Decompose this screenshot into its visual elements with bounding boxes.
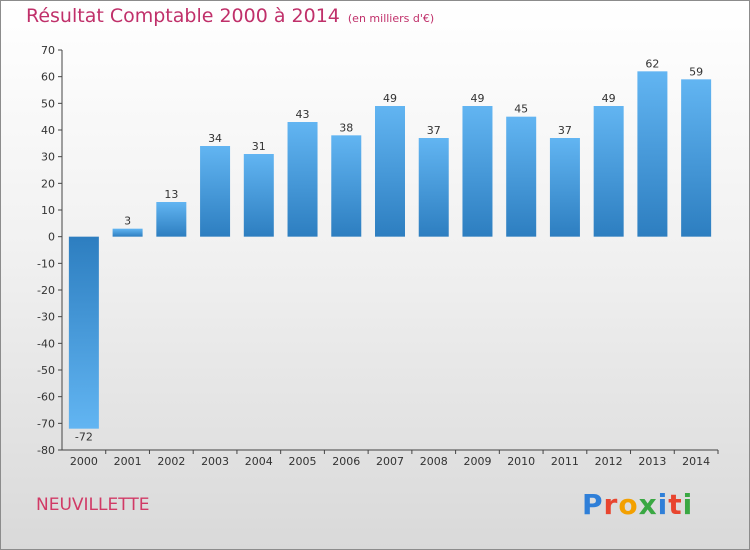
bar-2009 — [462, 106, 493, 237]
y-tick-label: 60 — [41, 71, 55, 84]
data-label: 37 — [558, 124, 572, 137]
x-tick-label: 2010 — [507, 455, 535, 468]
data-label: 31 — [252, 140, 266, 153]
x-tick-label: 2001 — [114, 455, 142, 468]
chart-title: Résultat Comptable 2000 à 2014 (en millie… — [26, 5, 434, 27]
commune-name: NEUVILLETTE — [36, 495, 150, 515]
x-tick-label: 2006 — [332, 455, 360, 468]
y-tick-label: -50 — [37, 364, 55, 377]
logo-letter: o — [618, 488, 639, 521]
y-tick-label: 30 — [41, 151, 55, 164]
data-label: 45 — [514, 103, 528, 116]
y-tick-label: -30 — [37, 311, 55, 324]
data-label: 49 — [383, 92, 397, 105]
y-tick-label: 40 — [41, 124, 55, 137]
y-tick-label: 20 — [41, 177, 55, 190]
bar-2014 — [681, 79, 712, 237]
x-tick-label: 2014 — [682, 455, 710, 468]
bar-2005 — [287, 122, 318, 237]
bar-2006 — [331, 135, 362, 237]
bar-2003 — [200, 146, 231, 237]
data-label: 43 — [296, 108, 310, 121]
bar-2000 — [68, 236, 99, 429]
chart-unit: (en milliers d'€) — [347, 12, 435, 25]
data-label: 59 — [689, 65, 703, 78]
chart-bars — [68, 71, 712, 429]
y-tick-label: 10 — [41, 204, 55, 217]
x-tick-label: 2009 — [463, 455, 491, 468]
x-tick-label: 2004 — [245, 455, 273, 468]
x-tick-label: 2008 — [420, 455, 448, 468]
logo-letter: r — [603, 488, 619, 521]
proxiti-logo[interactable]: Proxiti — [582, 488, 693, 521]
data-label: 49 — [470, 92, 484, 105]
x-tick-label: 2007 — [376, 455, 404, 468]
data-label: 62 — [645, 57, 659, 70]
data-label: 34 — [208, 132, 222, 145]
x-tick-label: 2000 — [70, 455, 98, 468]
y-tick-label: -80 — [37, 444, 55, 457]
y-tick-label: 50 — [41, 97, 55, 110]
data-label: 13 — [164, 188, 178, 201]
x-tick-label: 2002 — [157, 455, 185, 468]
logo-letter: i — [657, 488, 669, 521]
y-tick-label: -60 — [37, 391, 55, 404]
data-label: -72 — [75, 431, 93, 444]
bar-2007 — [375, 106, 405, 237]
y-tick-label: -70 — [37, 417, 55, 430]
y-tick-label: 0 — [48, 231, 55, 244]
chart-axes: 706050403020100-10-20-30-40-50-60-70-802… — [37, 44, 719, 468]
chart-title-text: Résultat Comptable 2000 à 2014 — [26, 5, 340, 27]
x-tick-label: 2013 — [638, 455, 666, 468]
y-tick-label: -40 — [37, 337, 55, 350]
data-label: 37 — [427, 124, 441, 137]
data-label: 38 — [339, 121, 353, 134]
logo-letter: P — [582, 488, 604, 521]
y-tick-label: -10 — [37, 257, 55, 270]
x-tick-label: 2003 — [201, 455, 229, 468]
x-tick-label: 2011 — [551, 455, 579, 468]
bar-2011 — [549, 138, 580, 237]
logo-letter: i — [682, 488, 694, 521]
bar-2010 — [506, 116, 537, 237]
logo-letter: x — [638, 488, 658, 521]
x-tick-label: 2012 — [595, 455, 623, 468]
logo-letter: t — [668, 488, 683, 521]
bar-2001 — [112, 228, 143, 237]
x-tick-label: 2005 — [289, 455, 317, 468]
y-tick-label: -20 — [37, 284, 55, 297]
bar-2004 — [243, 154, 274, 237]
data-label: 3 — [124, 215, 131, 228]
bar-2012 — [593, 106, 624, 237]
y-tick-label: 70 — [41, 44, 55, 57]
bar-2013 — [637, 71, 668, 237]
chart-data-labels: -72 3 13 34 31 43 38 49 37 49 45 37 49 62 59 — [75, 57, 703, 443]
bar-2002 — [156, 202, 187, 237]
data-label: 49 — [602, 92, 616, 105]
bar-2008 — [418, 138, 449, 237]
